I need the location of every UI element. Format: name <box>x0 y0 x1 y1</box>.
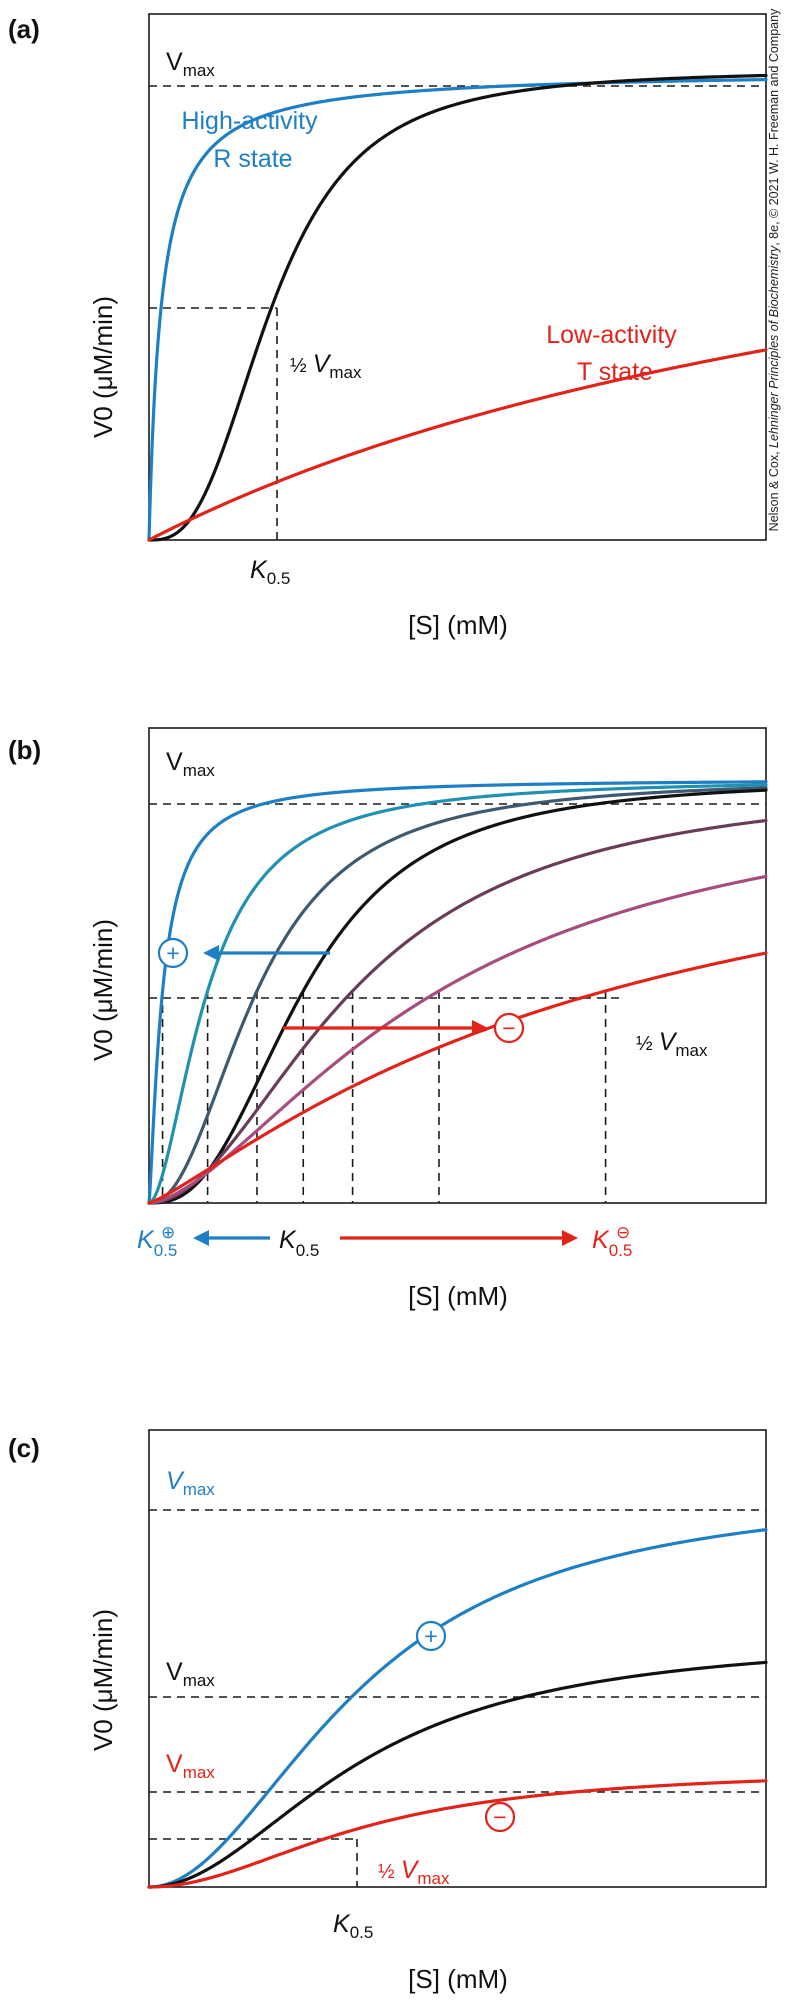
panel-c-series-1-line <box>147 1660 768 1889</box>
panel-b-y-axis-label: V0 (μM/min) <box>88 919 118 1061</box>
panel-a-vmax-label: Vmax <box>166 48 215 80</box>
panel-a-curves <box>147 73 768 542</box>
panel-b: (b) + − Vmax ½ Vmax K0.5 ⊕ K0.5 K0.5 ⊖ V0… <box>8 727 768 1311</box>
panel-c-x-axis-label: [S] (mM) <box>408 1964 508 1994</box>
panel-b-k-plus-label: K0.5 <box>137 1226 177 1260</box>
panel-c-series-2-line <box>147 1779 768 1889</box>
panel-b-half-vmax-label: ½ Vmax <box>636 1028 708 1060</box>
panel-b-k05-label: K0.5 <box>279 1226 319 1260</box>
panel-a-r-state-label: High-activity R state <box>181 107 324 173</box>
panel-c-vmax-label-normal: Vmax <box>166 1658 215 1690</box>
credit-line: Nelson & Cox, Lehninger Principles of Bi… <box>767 8 781 531</box>
panel-a-t-state-label: Low-activity T state <box>546 321 684 386</box>
panel-b-inhibitor-arrowhead <box>472 1020 488 1036</box>
panel-c: (c) + − Vmax Vmax Vmax ½ Vmax K0.5 V0 (μM… <box>8 1429 768 1994</box>
panel-b-inhibitor-symbol: − <box>502 1015 515 1041</box>
panel-a-k05-label: K0.5 <box>250 556 290 588</box>
panel-c-k05-label: K0.5 <box>333 1910 373 1942</box>
panel-b-k-plus-arrowhead <box>193 1230 209 1246</box>
panel-b-k05-lines <box>161 990 607 1203</box>
panel-b-series-6-line <box>147 951 768 1205</box>
panel-c-inhibitor-symbol: − <box>493 1804 506 1830</box>
panel-c-vmax-label-activated: Vmax <box>166 1467 215 1499</box>
panel-b-k-minus-label: K0.5 <box>592 1226 632 1260</box>
panel-c-activator-circle <box>415 1620 447 1652</box>
panel-c-half-vmax-label: ½ Vmax <box>378 1856 450 1888</box>
panel-b-activator-symbol: + <box>166 940 179 966</box>
panel-b-vmax-label: Vmax <box>166 748 215 780</box>
panel-c-series-0-line <box>147 1528 768 1889</box>
panel-b-tag: (b) <box>8 735 41 765</box>
panel-c-plot-frame <box>148 1429 767 1888</box>
panel-b-series-5-line <box>147 874 768 1205</box>
panel-c-vmax-label-inhibited: Vmax <box>166 1750 215 1782</box>
panel-a-series-2-line <box>147 348 768 542</box>
panel-a-plot-frame <box>148 13 767 541</box>
panel-c-curves <box>147 1528 768 1889</box>
panel-c-tag: (c) <box>8 1433 40 1463</box>
panel-b-k-minus-arrowhead <box>562 1230 578 1246</box>
panel-a-tag: (a) <box>8 14 40 44</box>
panel-a-y-axis-label: V0 (μM/min) <box>88 296 118 438</box>
panel-b-series-0-line <box>147 780 768 1205</box>
panel-b-x-axis-label: [S] (mM) <box>408 1281 508 1311</box>
panel-b-activator-arrowhead <box>203 945 219 961</box>
panel-c-activator-symbol: + <box>424 1623 437 1649</box>
panel-b-series-3-line <box>147 788 768 1205</box>
panel-a-half-vmax-label: ½ Vmax <box>290 350 362 382</box>
panel-a: (a) Vmax ½ Vmax K0.5 High-activity R stat… <box>8 13 768 640</box>
panel-c-y-axis-label: V0 (μM/min) <box>88 1609 118 1751</box>
panel-b-curves <box>147 780 768 1205</box>
panel-c-inhibitor-circle <box>484 1801 516 1833</box>
panel-a-series-1-line <box>147 73 768 542</box>
panel-b-k-plus-superscript: ⊕ <box>161 1223 175 1242</box>
panel-b-series-1-line <box>147 783 768 1205</box>
panel-a-x-axis-label: [S] (mM) <box>408 610 508 640</box>
panel-b-inhibitor-circle <box>493 1012 525 1044</box>
panel-b-activator-circle <box>157 937 189 969</box>
panel-b-k-minus-superscript: ⊖ <box>616 1223 630 1242</box>
panel-b-plot-frame <box>148 727 767 1204</box>
panel-b-series-2-line <box>147 786 768 1205</box>
